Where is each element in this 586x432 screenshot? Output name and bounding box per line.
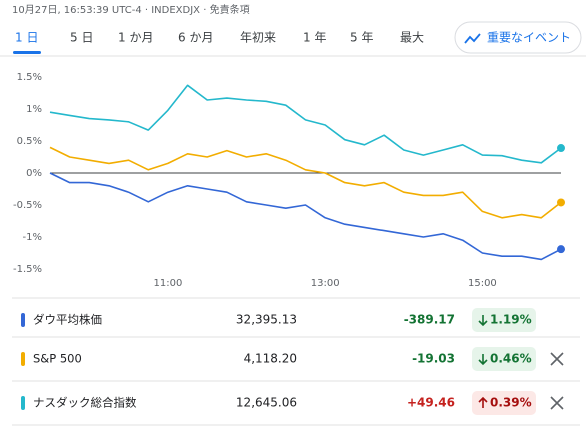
- tab[interactable]: 1 日: [13, 31, 41, 55]
- y-tick-label: 0.5%: [17, 136, 42, 147]
- quote-name: ナスダック総合指数: [33, 396, 137, 410]
- button-border: [454, 21, 582, 54]
- header-info: 10月27日, 16:53:39 UTC-4 · INDEXDJX · 免責条項: [12, 3, 250, 16]
- remove-icon: [550, 396, 564, 410]
- tab-label: 年初来: [240, 31, 276, 45]
- series-indicator: [21, 396, 25, 410]
- x-tick-label: 15:00: [468, 278, 497, 289]
- pill-label: 0.46%: [490, 352, 532, 366]
- quote-name: ダウ平均株価: [33, 313, 102, 327]
- tab-label: 5 年: [350, 31, 373, 45]
- quote-change: +49.46: [407, 396, 455, 410]
- tab-label: 1 日: [15, 31, 38, 45]
- quote-name: S&P 500: [33, 352, 82, 366]
- tab[interactable]: 1 か月: [118, 31, 153, 45]
- tab-label: 6 か月: [178, 31, 213, 45]
- quote-change: -19.03: [412, 352, 455, 366]
- series-indicator: [21, 352, 25, 366]
- y-tick-label: 1%: [26, 104, 42, 115]
- pill-label: 1.19%: [490, 313, 532, 327]
- events-button[interactable]: 重要なイベント: [454, 21, 582, 54]
- tab[interactable]: 最大: [400, 31, 424, 45]
- y-tick-label: -1%: [23, 232, 42, 243]
- y-tick-label: -0.5%: [13, 200, 42, 211]
- series-line: [49, 146, 562, 219]
- quote-price: 12,645.06: [236, 396, 297, 410]
- quote-price: 4,118.20: [244, 352, 297, 366]
- tab[interactable]: 5 日: [70, 31, 93, 45]
- arrow-icon: [478, 396, 488, 408]
- pill-bg: [472, 347, 536, 371]
- change-pill: 0.46%: [472, 347, 536, 371]
- x-tick-label: 11:00: [154, 278, 183, 289]
- remove-button[interactable]: [550, 352, 564, 366]
- y-tick-label: 1.5%: [17, 72, 42, 83]
- quote-price: 32,395.13: [236, 313, 297, 327]
- y-tick-label: -1.5%: [13, 264, 42, 275]
- arrow-icon: [478, 354, 488, 366]
- arrow-icon: [478, 315, 488, 327]
- remove-button[interactable]: [550, 396, 564, 410]
- tab-label: 5 日: [70, 31, 93, 45]
- series-line: [49, 172, 562, 261]
- events-icon: [464, 33, 481, 44]
- series-line: [49, 84, 562, 164]
- pill-label: 0.39%: [490, 396, 532, 410]
- change-pill: 1.19%: [472, 308, 536, 332]
- tab[interactable]: 5 年: [350, 31, 373, 45]
- tab[interactable]: 6 か月: [178, 31, 213, 45]
- quote-change: -389.17: [404, 313, 455, 327]
- button-label: 重要なイベント: [487, 31, 571, 45]
- y-tick-label: 0%: [26, 168, 42, 179]
- pill-bg: [472, 391, 536, 415]
- tab-underline: [13, 51, 41, 54]
- tab-label: 1 か月: [118, 31, 153, 45]
- x-tick-label: 13:00: [311, 278, 340, 289]
- tab-label: 1 年: [303, 31, 326, 45]
- series-indicator: [21, 313, 25, 327]
- pill-bg: [472, 308, 536, 332]
- tab-label: 最大: [400, 31, 424, 45]
- tab[interactable]: 年初来: [240, 31, 276, 45]
- end-dot: [557, 144, 565, 153]
- change-pill: 0.39%: [472, 391, 536, 415]
- tab[interactable]: 1 年: [303, 31, 326, 45]
- end-dot: [557, 245, 565, 254]
- remove-icon: [550, 352, 564, 366]
- end-dot: [557, 198, 565, 207]
